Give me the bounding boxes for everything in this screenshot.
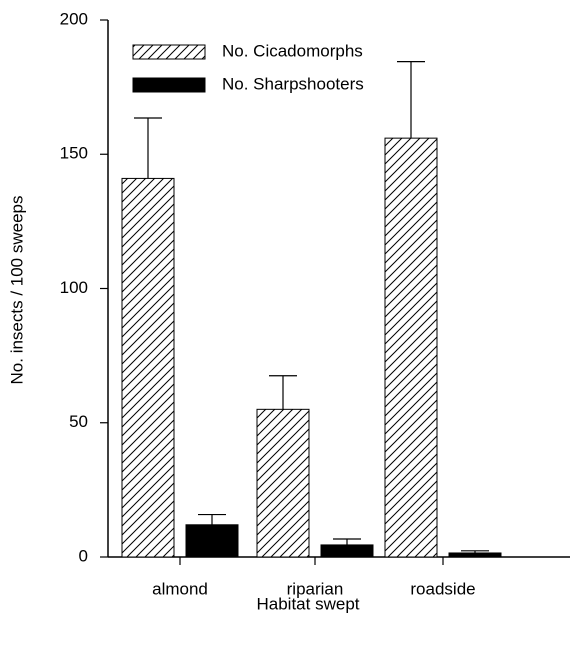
x-tick-label: roadside <box>410 579 475 598</box>
y-axis-label: No. insects / 100 sweeps <box>7 196 26 385</box>
x-axis-label: Habitat swept <box>257 594 360 613</box>
y-tick-label: 200 <box>60 9 88 28</box>
legend-label: No. Sharpshooters <box>222 74 364 93</box>
y-tick-label: 100 <box>60 278 88 297</box>
y-tick-label: 50 <box>69 412 88 431</box>
bar <box>256 408 310 558</box>
legend-swatch <box>132 44 206 60</box>
bar <box>384 137 438 558</box>
legend-label: No. Cicadomorphs <box>222 41 363 60</box>
x-tick-label: almond <box>152 579 208 598</box>
bar <box>121 177 175 558</box>
legend-swatch <box>132 77 206 93</box>
bar <box>320 544 374 558</box>
y-tick-label: 0 <box>79 546 88 565</box>
bar <box>448 552 502 558</box>
x-tick-label: riparian <box>287 579 344 598</box>
bar <box>185 524 239 558</box>
y-tick-label: 150 <box>60 144 88 163</box>
